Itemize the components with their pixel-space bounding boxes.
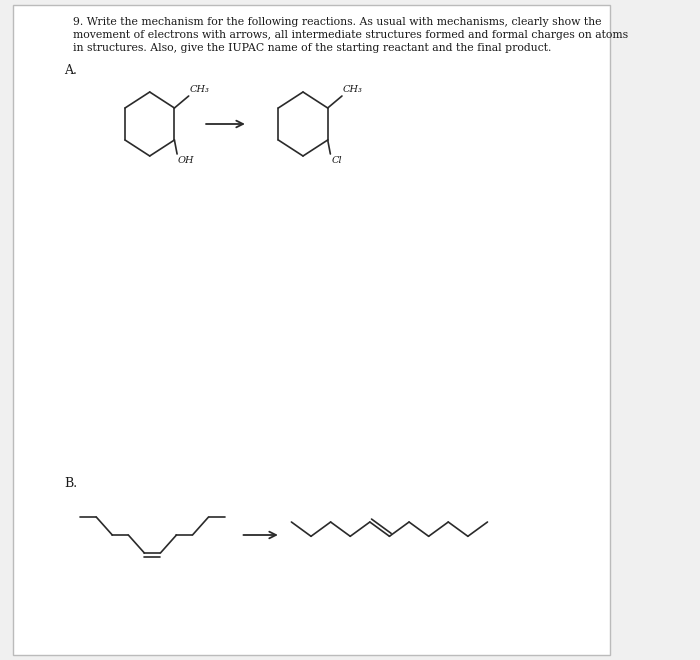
Text: 9. Write the mechanism for the following reactions. As usual with mechanisms, cl: 9. Write the mechanism for the following…	[73, 17, 601, 27]
Text: Cl: Cl	[331, 156, 342, 165]
Text: in structures. Also, give the IUPAC name of the starting reactant and the final : in structures. Also, give the IUPAC name…	[73, 43, 552, 53]
Text: OH: OH	[178, 156, 195, 165]
Text: CH₃: CH₃	[190, 85, 209, 94]
Text: CH₃: CH₃	[343, 85, 363, 94]
Text: A.: A.	[64, 64, 77, 77]
Text: B.: B.	[64, 477, 77, 490]
Text: movement of electrons with arrows, all intermediate structures formed and formal: movement of electrons with arrows, all i…	[73, 30, 628, 40]
